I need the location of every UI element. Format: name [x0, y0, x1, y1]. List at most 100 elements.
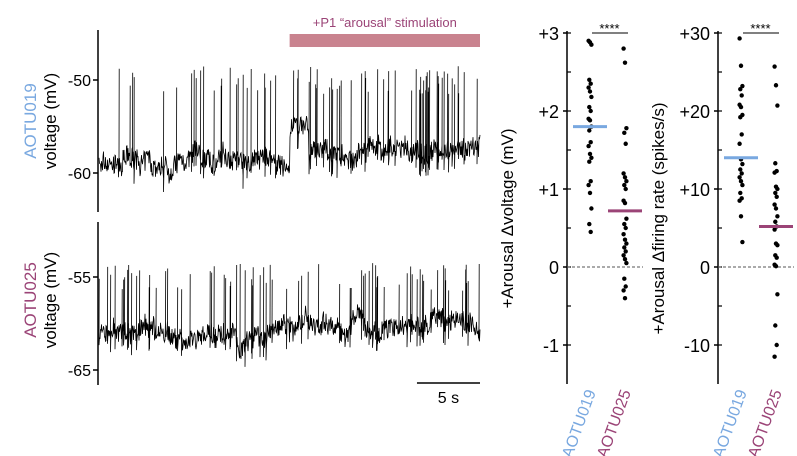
y-tick-label: +30 [679, 24, 710, 44]
voltage-trace-panel-aotu025: -55 -65 AOTU025 voltage (mV) [21, 222, 481, 385]
y-tick-label: -55 [68, 270, 91, 287]
y-axis-label: voltage (mV) [41, 252, 60, 348]
x-category-label: AOTU019 [559, 387, 599, 456]
x-category-label: AOTU019 [710, 387, 750, 456]
data-point [622, 175, 628, 180]
data-point [738, 167, 743, 172]
data-point [622, 130, 627, 136]
data-point [773, 83, 779, 88]
data-point [738, 104, 744, 110]
data-point [587, 159, 592, 164]
data-point [622, 237, 628, 242]
data-point [621, 232, 626, 237]
data-point [740, 83, 745, 89]
data-point [623, 141, 628, 146]
data-point [589, 42, 594, 47]
data-point [587, 77, 592, 83]
data-point [589, 155, 594, 160]
y-tick-label: -65 [68, 363, 91, 380]
data-point [588, 81, 593, 86]
data-point [773, 323, 778, 328]
data-point [588, 108, 593, 114]
voltage-trace-panel-aotu019: -50 -60 AOTU019 voltage (mV) [21, 30, 481, 212]
data-point [624, 241, 629, 246]
data-point [775, 292, 780, 297]
data-point [737, 36, 742, 41]
data-point [739, 132, 744, 137]
data-point [622, 296, 628, 301]
data-point [738, 190, 743, 196]
data-point [740, 161, 745, 167]
data-point [589, 94, 594, 100]
data-point [586, 182, 591, 188]
data-point [586, 143, 591, 149]
data-point [622, 60, 628, 65]
data-point [738, 115, 743, 120]
data-point [773, 206, 779, 211]
y-tick-label: 0 [549, 258, 559, 278]
scatter-chart-1: +3 +2 +1 0 -1 +Arousal Δvoltage (mV) **** AOTU0… [498, 21, 643, 456]
x-category-label: AOTU025 [594, 387, 634, 456]
data-point [738, 214, 744, 219]
data-point [624, 125, 629, 131]
time-scale-label: 5 s [438, 390, 459, 407]
data-point [621, 288, 626, 293]
data-point [624, 260, 629, 266]
data-point [774, 194, 779, 199]
data-point [621, 253, 626, 258]
data-point [773, 190, 778, 196]
data-point [773, 161, 778, 166]
data-point [587, 104, 592, 110]
data-point [773, 264, 779, 269]
data-point [774, 342, 779, 348]
y-tick-label: +20 [679, 102, 710, 122]
voltage-trace [98, 66, 481, 193]
y-tick-label: -60 [68, 166, 91, 183]
data-point [772, 202, 777, 207]
data-point [622, 257, 628, 262]
significance-label: **** [750, 21, 770, 36]
data-point [775, 103, 780, 108]
data-point [588, 179, 593, 184]
data-point [774, 255, 779, 260]
data-point [588, 140, 593, 145]
data-point [624, 216, 629, 221]
y-tick-label: +2 [538, 102, 559, 122]
data-point [621, 171, 626, 176]
data-point [587, 190, 593, 196]
y-tick-label: -50 [68, 73, 91, 90]
data-point [623, 225, 628, 231]
x-category-label: AOTU025 [745, 387, 785, 456]
data-point [587, 128, 592, 133]
stimulation-bar [289, 34, 480, 47]
data-point [621, 46, 626, 51]
data-point [738, 86, 743, 92]
data-point [775, 214, 780, 219]
data-point [739, 171, 744, 176]
data-point [622, 221, 627, 227]
data-point [586, 85, 591, 90]
data-point [740, 239, 745, 245]
data-point [622, 276, 627, 281]
y-axis-label: voltage (mV) [41, 73, 60, 169]
data-point [589, 206, 594, 211]
voltage-trace [98, 263, 481, 367]
y-tick-label: +10 [679, 180, 710, 200]
data-point [772, 170, 777, 175]
data-point [622, 245, 627, 250]
data-point [587, 221, 592, 227]
data-point [588, 229, 593, 235]
y-tick-label: -1 [543, 336, 559, 356]
y-axis-label: +Arousal Δvoltage (mV) [498, 128, 517, 308]
data-point [738, 179, 744, 184]
y-tick-label: +1 [538, 180, 559, 200]
data-point [737, 198, 742, 203]
data-point [623, 249, 628, 254]
data-point [622, 182, 627, 188]
data-point [624, 179, 629, 184]
data-point [738, 63, 744, 68]
y-tick-label: 0 [700, 258, 710, 278]
data-point [587, 118, 593, 123]
data-point [737, 141, 742, 146]
